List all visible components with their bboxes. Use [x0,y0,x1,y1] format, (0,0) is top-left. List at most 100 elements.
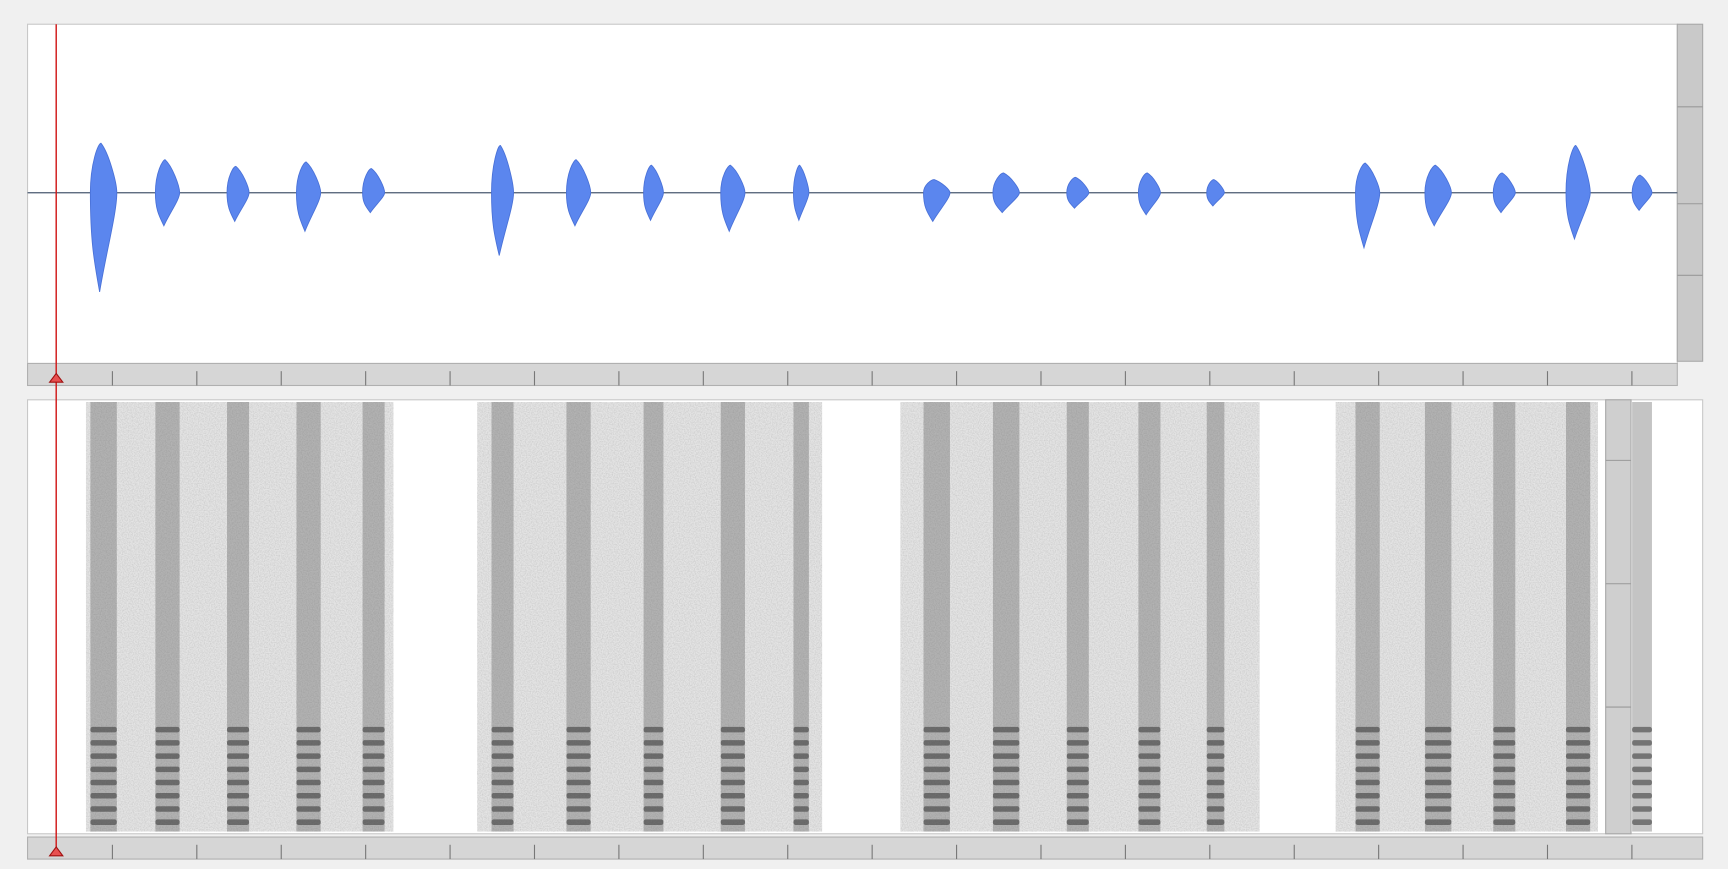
harmonic [720,806,745,812]
waveform-segment [1424,164,1452,227]
spectrogram-syllable [1066,402,1089,832]
harmonic [227,819,250,825]
harmonic [1424,726,1452,733]
harmonic [90,740,117,746]
harmonic [1355,819,1380,825]
harmonic [1424,806,1452,812]
harmonic [90,793,117,799]
spectrogram-syllable [491,402,514,832]
harmonic [643,753,664,759]
harmonic [720,766,745,773]
harmonic [923,793,950,799]
harmonic [362,753,385,759]
waveform-segment [1206,179,1225,207]
harmonic [1632,806,1652,812]
ruler-ticks [111,371,1633,386]
waveform-segment [1355,162,1381,250]
waveform-segment [226,165,250,223]
harmonic [1566,766,1591,773]
harmonic [923,726,950,733]
harmonic [1206,819,1225,825]
harmonic [1566,779,1591,786]
waveform-segment [1565,144,1591,241]
waveform-segment [154,159,181,227]
harmonic [1566,740,1591,746]
harmonic [1424,740,1452,746]
harmonic [566,753,591,759]
harmonic [1493,766,1516,773]
harmonic [155,819,180,825]
waveform-segment [720,164,746,233]
harmonic [720,753,745,759]
harmonic [1566,793,1591,799]
harmonic [1206,806,1225,812]
harmonic [227,753,250,759]
harmonic [227,806,250,812]
harmonic [296,726,321,733]
harmonic [923,753,950,759]
harmonic [362,726,385,733]
spectrogram-syllable [793,402,809,832]
waveform-segment [362,168,386,214]
harmonic [720,793,745,799]
spectrogram-syllable [1355,402,1380,832]
harmonic [1138,819,1161,825]
harmonic [720,819,745,825]
harmonic [296,766,321,773]
harmonic [1424,793,1452,799]
harmonic [1493,793,1516,799]
ruler-ticks [111,844,1633,860]
harmonic [491,779,514,786]
harmonic [1138,726,1161,733]
harmonic [1138,779,1161,786]
harmonic [643,819,664,825]
waveform-segment [1066,176,1090,209]
harmonic [227,766,250,773]
waveform-segment [1631,174,1653,212]
harmonic [923,740,950,746]
harmonic [1355,753,1380,759]
harmonic [90,753,117,759]
waveform-segment [1137,172,1161,216]
time-ruler [27,362,1678,387]
harmonic [296,793,321,799]
harmonic [155,779,180,786]
harmonic [793,779,809,786]
harmonic [566,793,591,799]
harmonic [1206,740,1225,746]
waveform-segment [1492,172,1516,214]
spectrogram-scale [1605,399,1632,835]
spectrogram-syllable [362,402,385,832]
harmonic [923,806,950,812]
harmonic [1066,806,1089,812]
harmonic [992,793,1020,799]
harmonic [362,766,385,773]
spectrogram-syllable [227,402,250,832]
harmonic [155,753,180,759]
harmonic [1206,793,1225,799]
waveform-segment [643,164,664,222]
harmonic [362,806,385,812]
harmonic [1632,766,1652,773]
harmonic [1355,779,1380,786]
harmonic [155,793,180,799]
harmonic [1138,806,1161,812]
harmonic [1632,753,1652,759]
harmonic [1566,806,1591,812]
harmonic [793,766,809,773]
spectrogram-noise [85,402,394,832]
harmonic [1566,726,1591,733]
waveform [89,142,1653,292]
harmonic [923,819,950,825]
harmonic [296,779,321,786]
harmonic [793,806,809,812]
time-ruler [27,836,1704,860]
playhead-handle[interactable] [48,846,64,857]
harmonic [1138,753,1161,759]
harmonic [643,726,664,733]
spectrogram-syllable [90,402,117,832]
spectrogram-syllable [643,402,664,832]
playhead-handle[interactable] [48,372,64,383]
harmonic [491,806,514,812]
